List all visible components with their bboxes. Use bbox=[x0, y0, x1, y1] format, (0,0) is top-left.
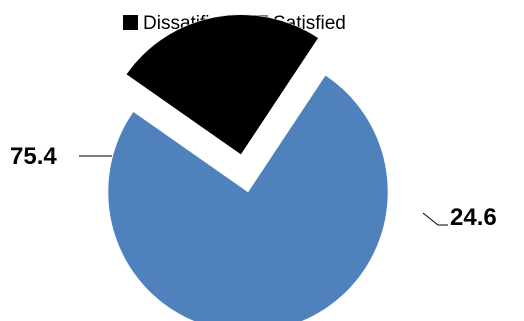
data-label-satisfied: 75.4 bbox=[10, 143, 57, 170]
legend-swatch-dissatisfied bbox=[123, 15, 138, 30]
pie-slice-dissatified bbox=[125, 14, 319, 156]
leader-line-dissatisfied bbox=[422, 212, 448, 226]
data-label-dissatisfied: 24.6 bbox=[450, 204, 497, 231]
data-labels: 75.4 24.6 bbox=[10, 143, 497, 231]
pie-slice-satisfied bbox=[107, 74, 389, 321]
pie-slices bbox=[107, 14, 389, 321]
